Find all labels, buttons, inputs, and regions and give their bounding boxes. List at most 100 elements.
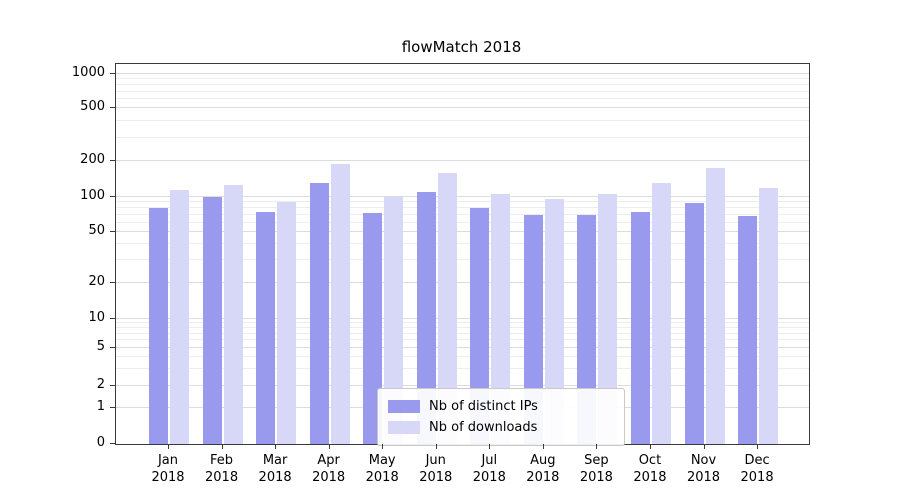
- bar-distinct-ips: [202, 197, 222, 444]
- bar-downloads: [651, 183, 671, 444]
- y-tick-label: 0: [96, 435, 105, 450]
- minor-gridline: [116, 259, 809, 261]
- x-tick-label: Dec 2018: [740, 453, 774, 485]
- minor-gridline: [116, 90, 809, 92]
- x-tick-mark: [435, 444, 437, 449]
- x-tick-mark: [542, 444, 544, 449]
- y-tick-mark: [110, 385, 115, 386]
- bar-distinct-ips: [523, 215, 543, 444]
- minor-gridline: [116, 243, 809, 245]
- legend: Nb of distinct IPs Nb of downloads: [377, 388, 625, 446]
- legend-swatch-downloads: [388, 421, 420, 434]
- minor-gridline: [116, 98, 809, 100]
- major-gridline: [116, 107, 809, 108]
- minor-gridline: [116, 322, 809, 324]
- x-tick-mark: [168, 444, 169, 449]
- bar-distinct-ips: [684, 203, 704, 444]
- minor-gridline: [116, 221, 809, 223]
- x-tick-label: Apr 2018: [312, 453, 346, 485]
- bar-distinct-ips: [149, 208, 168, 444]
- y-tick-label: 50: [88, 223, 105, 238]
- major-gridline: [116, 318, 809, 319]
- x-tick-mark: [757, 444, 759, 449]
- x-tick-mark: [328, 444, 330, 449]
- minor-gridline: [116, 207, 809, 209]
- bar-distinct-ips: [309, 183, 329, 444]
- minor-gridline: [116, 83, 809, 85]
- bar-distinct-ips: [577, 215, 597, 444]
- x-tick-mark: [703, 444, 705, 449]
- bar-downloads: [330, 163, 350, 444]
- legend-swatch-distinct-ips: [388, 400, 420, 413]
- bar-downloads: [170, 189, 189, 444]
- y-tick-label: 200: [80, 152, 105, 167]
- y-tick-mark: [110, 443, 115, 444]
- x-tick-label: Feb 2018: [205, 453, 239, 485]
- x-tick-label: Sep 2018: [579, 453, 613, 485]
- y-tick-label: 20: [88, 274, 105, 289]
- y-tick-label: 10: [88, 310, 105, 325]
- minor-gridline: [116, 356, 809, 358]
- y-tick-label: 5: [96, 339, 105, 354]
- x-tick-mark: [489, 444, 491, 449]
- legend-label-distinct-ips: Nb of distinct IPs: [429, 399, 538, 414]
- x-tick-mark: [275, 444, 277, 449]
- legend-item-downloads: Nb of downloads: [388, 417, 614, 438]
- bar-distinct-ips: [470, 208, 490, 444]
- major-gridline: [116, 231, 809, 232]
- major-gridline: [116, 347, 809, 348]
- y-tick-mark: [110, 160, 115, 161]
- bar-downloads: [544, 198, 564, 444]
- major-gridline: [116, 73, 809, 74]
- x-tick-mark: [221, 444, 223, 449]
- x-tick-mark: [382, 444, 384, 449]
- x-tick-label: Jan 2018: [151, 453, 185, 485]
- y-tick-mark: [110, 231, 115, 232]
- y-tick-mark: [110, 107, 115, 108]
- bar-distinct-ips: [630, 211, 650, 444]
- y-tick-mark: [110, 73, 115, 74]
- y-tick-mark: [110, 282, 115, 283]
- bar-downloads: [384, 197, 404, 444]
- x-tick-label: Mar 2018: [258, 453, 292, 485]
- minor-gridline: [116, 136, 809, 138]
- bar-downloads: [598, 193, 618, 444]
- x-tick-label: Oct 2018: [633, 453, 667, 485]
- x-tick-label: Nov 2018: [686, 453, 721, 485]
- legend-label-downloads: Nb of downloads: [429, 420, 538, 435]
- minor-gridline: [116, 339, 809, 341]
- major-gridline: [116, 196, 809, 197]
- x-tick-label: Jun 2018: [419, 453, 453, 485]
- bar-downloads: [759, 187, 779, 444]
- minor-gridline: [116, 201, 809, 203]
- plot-area: [115, 63, 810, 445]
- major-gridline: [116, 160, 809, 161]
- bar-downloads: [277, 202, 297, 444]
- y-tick-mark: [110, 318, 115, 319]
- chart-title: flowMatch 2018: [401, 38, 522, 56]
- y-tick-label: 500: [80, 99, 105, 114]
- major-gridline: [116, 282, 809, 283]
- bar-downloads: [705, 167, 725, 444]
- bar-distinct-ips: [256, 211, 276, 444]
- major-gridline: [116, 385, 809, 386]
- x-tick-mark: [649, 444, 651, 449]
- minor-gridline: [116, 214, 809, 216]
- y-tick-mark: [110, 407, 115, 408]
- y-tick-label: 2: [96, 377, 105, 392]
- y-tick-mark: [110, 196, 115, 197]
- minor-gridline: [116, 78, 809, 80]
- bar-distinct-ips: [738, 216, 758, 444]
- legend-item-distinct-ips: Nb of distinct IPs: [388, 396, 614, 417]
- bar-downloads: [491, 194, 511, 444]
- minor-gridline: [116, 368, 809, 370]
- y-tick-mark: [110, 347, 115, 348]
- y-tick-label: 1: [96, 399, 105, 414]
- x-tick-mark: [596, 444, 598, 449]
- y-tick-label: 1000: [71, 65, 105, 80]
- minor-gridline: [116, 332, 809, 334]
- bar-distinct-ips: [416, 192, 436, 444]
- minor-gridline: [116, 119, 809, 121]
- bar-downloads: [223, 185, 243, 444]
